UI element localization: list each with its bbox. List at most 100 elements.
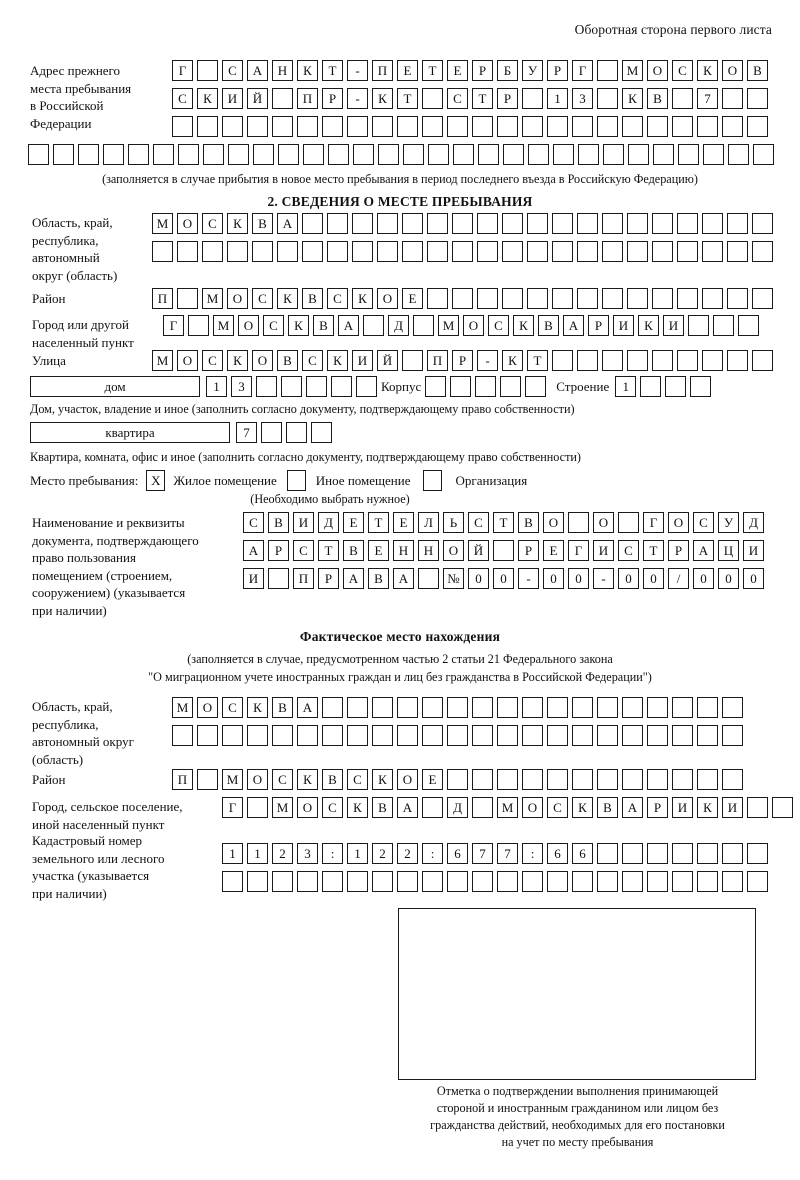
form-cell[interactable] — [568, 512, 589, 533]
form-cell[interactable]: П — [293, 568, 314, 589]
form-cell[interactable] — [747, 871, 768, 892]
form-cell[interactable] — [372, 116, 393, 137]
form-cell[interactable] — [377, 213, 398, 234]
form-cell[interactable]: Г — [568, 540, 589, 561]
form-cell[interactable] — [747, 797, 768, 818]
form-cell[interactable] — [572, 769, 593, 790]
form-cell[interactable] — [577, 213, 598, 234]
form-cell[interactable] — [502, 288, 523, 309]
form-cell[interactable] — [413, 315, 434, 336]
form-cell[interactable] — [500, 376, 522, 397]
form-cell[interactable] — [752, 213, 773, 234]
form-cell[interactable] — [752, 241, 773, 262]
form-cell[interactable] — [197, 116, 218, 137]
form-cell[interactable] — [172, 725, 193, 746]
form-cell[interactable]: А — [338, 315, 359, 336]
form-cell[interactable] — [677, 350, 698, 371]
form-cell[interactable]: С — [222, 697, 243, 718]
form-cell[interactable] — [331, 376, 352, 397]
form-cell[interactable] — [322, 697, 343, 718]
korpus-cells[interactable] — [425, 376, 550, 397]
form-cell[interactable]: 3 — [231, 376, 252, 397]
form-cell[interactable]: А — [343, 568, 364, 589]
form-cell[interactable] — [602, 241, 623, 262]
prev-address-row-4[interactable] — [28, 144, 778, 165]
form-cell[interactable] — [497, 725, 518, 746]
form-cell[interactable]: Г — [643, 512, 664, 533]
form-cell[interactable]: Е — [393, 512, 414, 533]
form-cell[interactable] — [528, 144, 549, 165]
form-cell[interactable]: О — [238, 315, 259, 336]
form-cell[interactable]: К — [502, 350, 523, 371]
form-cell[interactable] — [547, 697, 568, 718]
form-cell[interactable] — [203, 144, 224, 165]
form-cell[interactable] — [277, 241, 298, 262]
form-cell[interactable] — [347, 725, 368, 746]
form-cell[interactable]: Б — [497, 60, 518, 81]
form-cell[interactable] — [447, 116, 468, 137]
form-cell[interactable]: В — [252, 213, 273, 234]
form-cell[interactable]: Й — [377, 350, 398, 371]
form-cell[interactable] — [602, 288, 623, 309]
form-cell[interactable]: С — [447, 88, 468, 109]
form-cell[interactable]: : — [322, 843, 343, 864]
form-cell[interactable] — [28, 144, 49, 165]
form-cell[interactable]: Е — [397, 60, 418, 81]
form-cell[interactable]: М — [152, 213, 173, 234]
form-cell[interactable] — [647, 697, 668, 718]
form-cell[interactable] — [202, 241, 223, 262]
form-cell[interactable] — [527, 288, 548, 309]
form-cell[interactable] — [397, 871, 418, 892]
form-cell[interactable] — [552, 213, 573, 234]
form-cell[interactable]: 2 — [372, 843, 393, 864]
form-cell[interactable]: А — [563, 315, 584, 336]
form-cell[interactable] — [477, 241, 498, 262]
form-cell[interactable]: К — [697, 797, 718, 818]
form-cell[interactable]: Т — [472, 88, 493, 109]
form-cell[interactable]: К — [622, 88, 643, 109]
form-cell[interactable] — [347, 116, 368, 137]
form-cell[interactable] — [475, 376, 497, 397]
form-cell[interactable]: 0 — [693, 568, 714, 589]
form-cell[interactable] — [522, 725, 543, 746]
form-cell[interactable] — [502, 213, 523, 234]
form-cell[interactable] — [627, 288, 648, 309]
form-cell[interactable] — [652, 241, 673, 262]
form-cell[interactable]: К — [327, 350, 348, 371]
form-cell[interactable]: В — [343, 540, 364, 561]
form-cell[interactable] — [747, 88, 768, 109]
form-cell[interactable]: М — [438, 315, 459, 336]
form-cell[interactable] — [622, 843, 643, 864]
form-cell[interactable]: В — [272, 697, 293, 718]
form-cell[interactable]: В — [518, 512, 539, 533]
form-cell[interactable] — [677, 241, 698, 262]
form-cell[interactable] — [702, 288, 723, 309]
form-cell[interactable] — [447, 769, 468, 790]
form-cell[interactable] — [306, 376, 327, 397]
form-cell[interactable] — [352, 213, 373, 234]
form-cell[interactable] — [622, 769, 643, 790]
form-cell[interactable]: 3 — [297, 843, 318, 864]
form-cell[interactable]: В — [268, 512, 289, 533]
form-cell[interactable] — [297, 116, 318, 137]
form-cell[interactable] — [177, 288, 198, 309]
form-cell[interactable]: С — [293, 540, 314, 561]
form-cell[interactable]: В — [368, 568, 389, 589]
form-cell[interactable] — [722, 697, 743, 718]
form-cell[interactable] — [722, 88, 743, 109]
form-cell[interactable] — [78, 144, 99, 165]
form-cell[interactable] — [672, 88, 693, 109]
form-cell[interactable] — [247, 797, 268, 818]
form-cell[interactable]: С — [172, 88, 193, 109]
form-cell[interactable] — [447, 725, 468, 746]
form-cell[interactable]: Г — [572, 60, 593, 81]
form-cell[interactable]: А — [247, 60, 268, 81]
form-cell[interactable] — [397, 697, 418, 718]
form-cell[interactable] — [302, 241, 323, 262]
form-cell[interactable]: Н — [393, 540, 414, 561]
form-cell[interactable] — [422, 116, 443, 137]
form-cell[interactable]: О — [252, 350, 273, 371]
